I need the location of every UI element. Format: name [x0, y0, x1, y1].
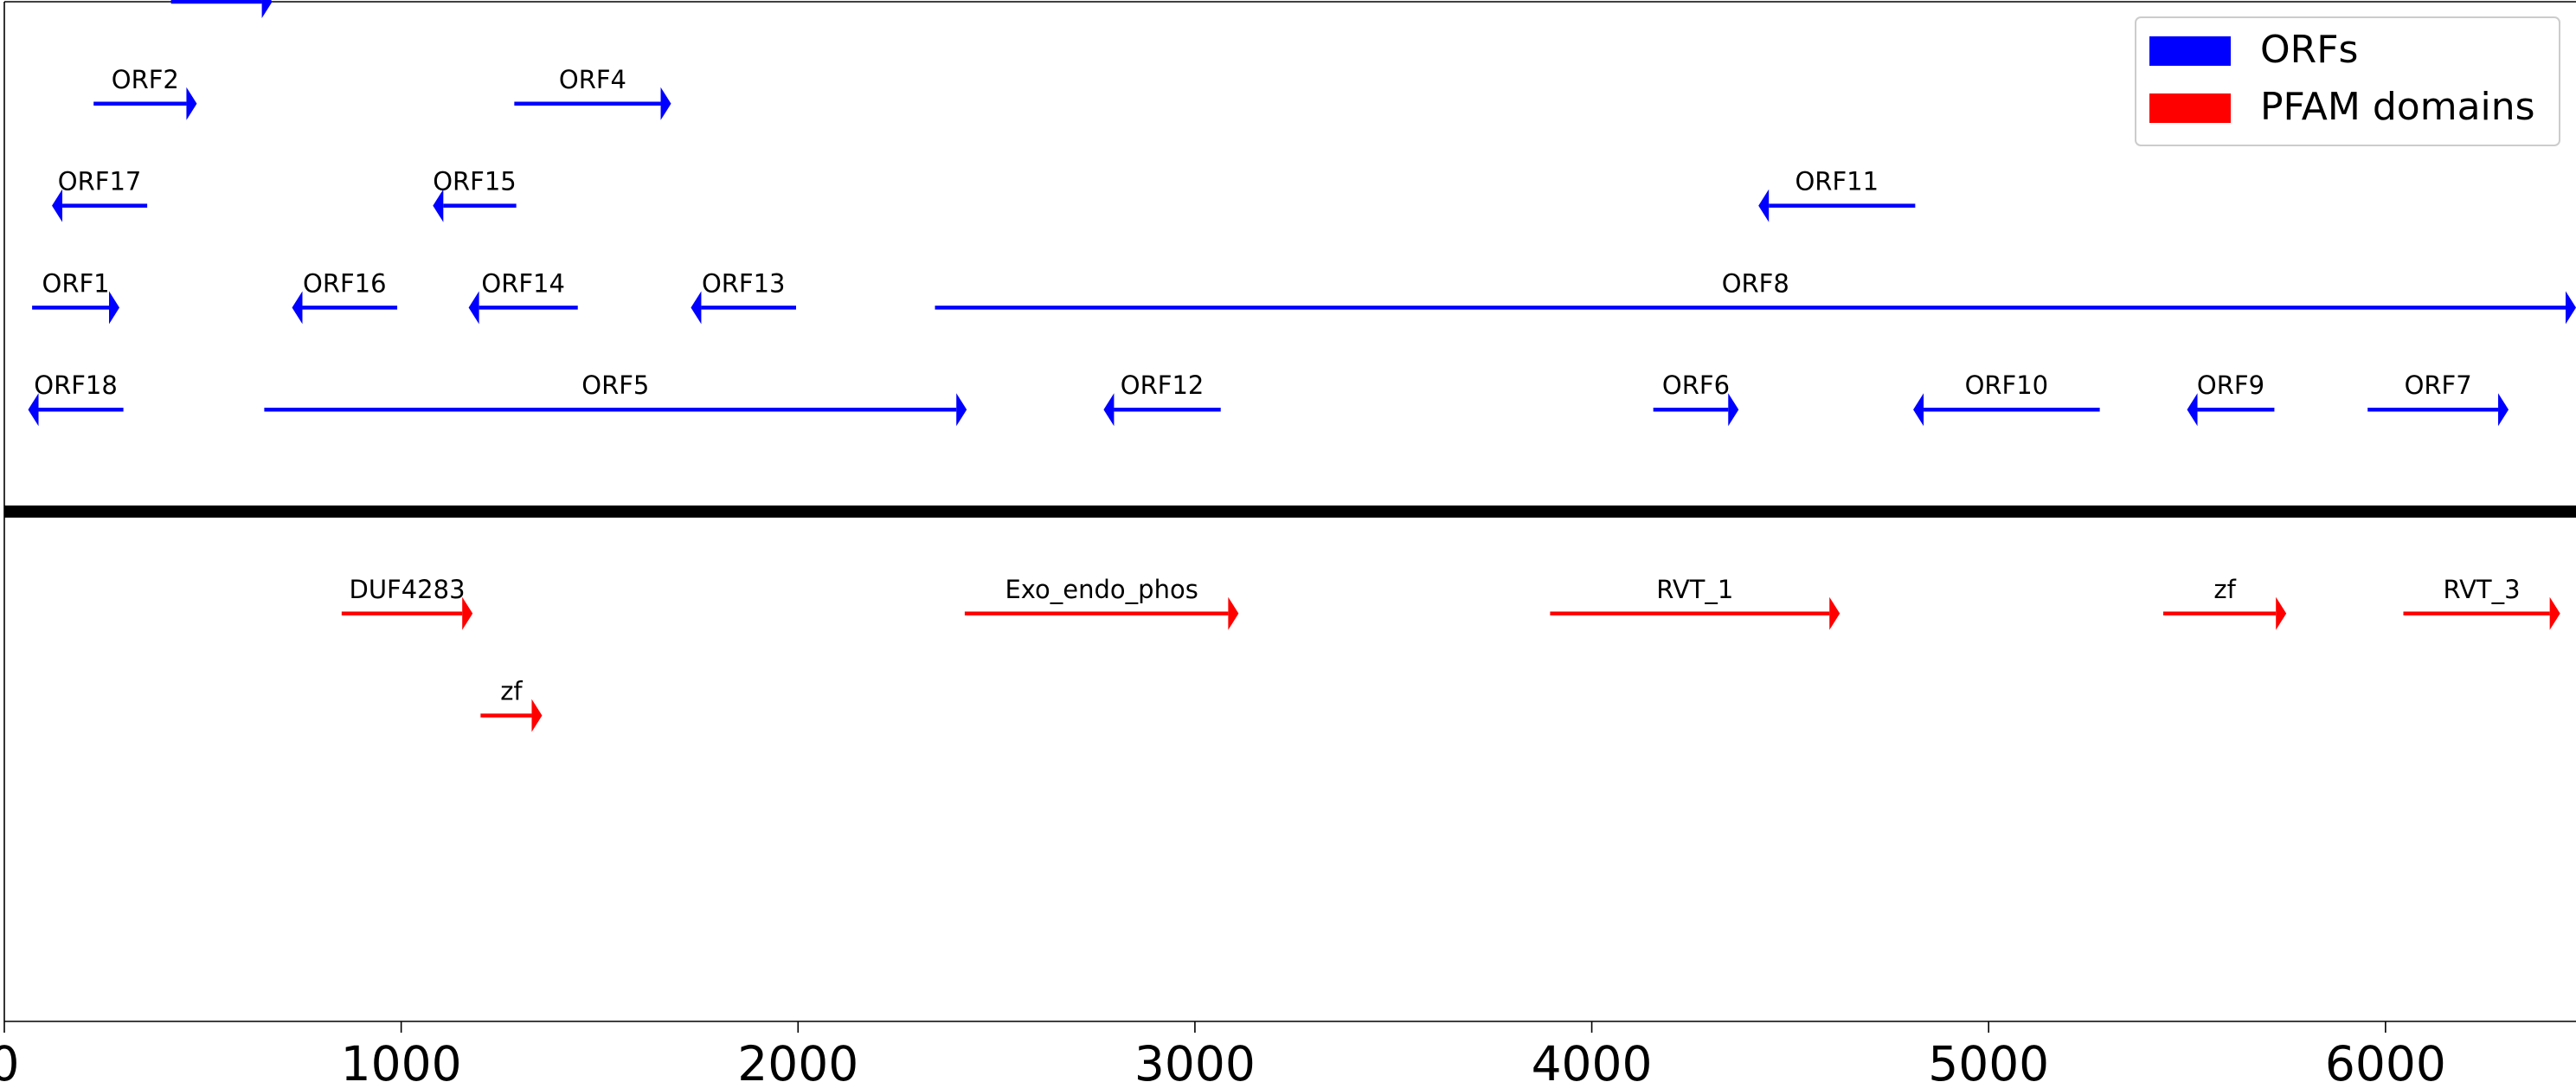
orf-label: ORF1: [42, 268, 110, 298]
orf-label: ORF5: [581, 370, 649, 400]
pfam-domain-arrowhead: [2276, 596, 2287, 630]
orf-arrowhead: [292, 291, 303, 325]
legend-label: PFAM domains: [2260, 85, 2535, 129]
orf-arrowhead: [186, 87, 197, 120]
orf-label: ORF17: [58, 167, 142, 196]
orf-label: ORF15: [433, 167, 517, 196]
x-tick-label: 4000: [1532, 1036, 1653, 1082]
legend: ORFs PFAM domains: [2135, 16, 2560, 146]
orf-orf15: ORF15: [433, 167, 517, 222]
x-tick-label: 3000: [1134, 1036, 1256, 1082]
orf-layer: ORF18 ORF5 ORF12 ORF6 ORF10 ORF9 ORF7 ORF1 ORF16…: [28, 0, 2576, 427]
orf-orf9: ORF9: [2187, 370, 2275, 427]
orf-orf2: ORF2: [93, 65, 197, 120]
orf-arrowhead: [1728, 393, 1739, 427]
orf-label: ORF13: [702, 268, 786, 298]
x-tick-label: 1000: [341, 1036, 462, 1082]
orf-orf1: ORF1: [32, 268, 120, 325]
pfam-domain-zf: zf: [480, 677, 543, 732]
orf-arrowhead: [1913, 393, 1924, 427]
orf-arrowhead: [1103, 393, 1115, 427]
orf-orf18: ORF18: [28, 370, 124, 427]
orf-arrowhead: [660, 87, 671, 120]
pfam-domain-duf4283: DUF4283: [341, 575, 473, 630]
orf-orf3: ORF3: [170, 0, 273, 18]
pfam-domain-label: zf: [500, 677, 523, 706]
orf-arrowhead: [52, 189, 63, 222]
x-axis: 0 1000 2000 3000 4000 5000 6000: [0, 1021, 2446, 1082]
pfam-domain-arrowhead: [1228, 596, 1239, 630]
orf-arrowhead: [28, 393, 39, 427]
orf-arrowhead: [2498, 393, 2509, 427]
pfam-domain-layer: DUF4283 Exo_endo_phos RVT_1 zf RVT_3zf: [341, 575, 2560, 732]
orf-arrowhead: [1758, 189, 1770, 222]
orf-label: ORF18: [34, 370, 118, 400]
pfam-domain-exo_endo_phos: Exo_endo_phos: [964, 575, 1239, 630]
legend-swatch: [2149, 93, 2231, 123]
orf-orf17: ORF17: [52, 167, 148, 222]
x-tick-label: 0: [0, 1036, 20, 1082]
legend-label: ORFs: [2260, 28, 2358, 72]
orf-orf8: ORF8: [935, 268, 2576, 325]
orf-orf6: ORF6: [1653, 370, 1739, 427]
pfam-domain-zf: zf: [2163, 575, 2287, 630]
orf-orf11: ORF11: [1758, 167, 1916, 222]
orf-label: ORF8: [1722, 268, 1789, 298]
x-tick-label: 5000: [1928, 1036, 2049, 1082]
pfam-domain-label: DUF4283: [349, 575, 465, 604]
pfam-domain-label: Exo_endo_phos: [1005, 575, 1198, 604]
orf-label: ORF11: [1795, 167, 1879, 196]
pfam-domain-arrowhead: [531, 699, 543, 732]
orf-arrowhead: [2566, 291, 2576, 325]
pfam-domain-label: zf: [2213, 575, 2236, 604]
pfam-domain-rvt_1: RVT_1: [1550, 575, 1840, 630]
orf-label: ORF12: [1121, 370, 1204, 400]
orf-orf10: ORF10: [1913, 370, 2100, 427]
orf-label: ORF6: [1662, 370, 1730, 400]
orf-orf5: ORF5: [264, 370, 967, 427]
orf-arrowhead: [433, 189, 444, 222]
x-tick-label: 2000: [737, 1036, 858, 1082]
orf-arrowhead: [261, 0, 273, 18]
orf-orf12: ORF12: [1103, 370, 1221, 427]
orf-orf13: ORF13: [691, 268, 796, 325]
orf-orf14: ORF14: [468, 268, 578, 325]
orf-label: ORF2: [112, 65, 179, 94]
orf-orf16: ORF16: [292, 268, 398, 325]
orf-arrowhead: [691, 291, 702, 325]
orf-label: ORF14: [481, 268, 565, 298]
pfam-domain-label: RVT_1: [1656, 575, 1733, 604]
pfam-domain-rvt_3: RVT_3: [2403, 575, 2560, 630]
orf-arrowhead: [109, 291, 120, 325]
pfam-domain-arrowhead: [2549, 596, 2560, 630]
orf-arrowhead: [956, 393, 967, 427]
pfam-domain-arrowhead: [462, 596, 473, 630]
x-tick-label: 6000: [2325, 1036, 2446, 1082]
pfam-domain-arrowhead: [1829, 596, 1840, 630]
orf-label: ORF9: [2197, 370, 2264, 400]
orf-orf4: ORF4: [514, 65, 671, 120]
legend-swatch: [2149, 36, 2231, 66]
pfam-domain-label: RVT_3: [2444, 575, 2521, 604]
orf-label: ORF10: [1965, 370, 2049, 400]
orf-label: ORF16: [303, 268, 387, 298]
legend-frame: [2135, 16, 2560, 146]
orf-orf7: ORF7: [2367, 370, 2509, 427]
orf-arrowhead: [2187, 393, 2198, 427]
orf-arrowhead: [468, 291, 479, 325]
orf-label: ORF7: [2405, 370, 2472, 400]
orf-label: ORF4: [559, 65, 626, 94]
